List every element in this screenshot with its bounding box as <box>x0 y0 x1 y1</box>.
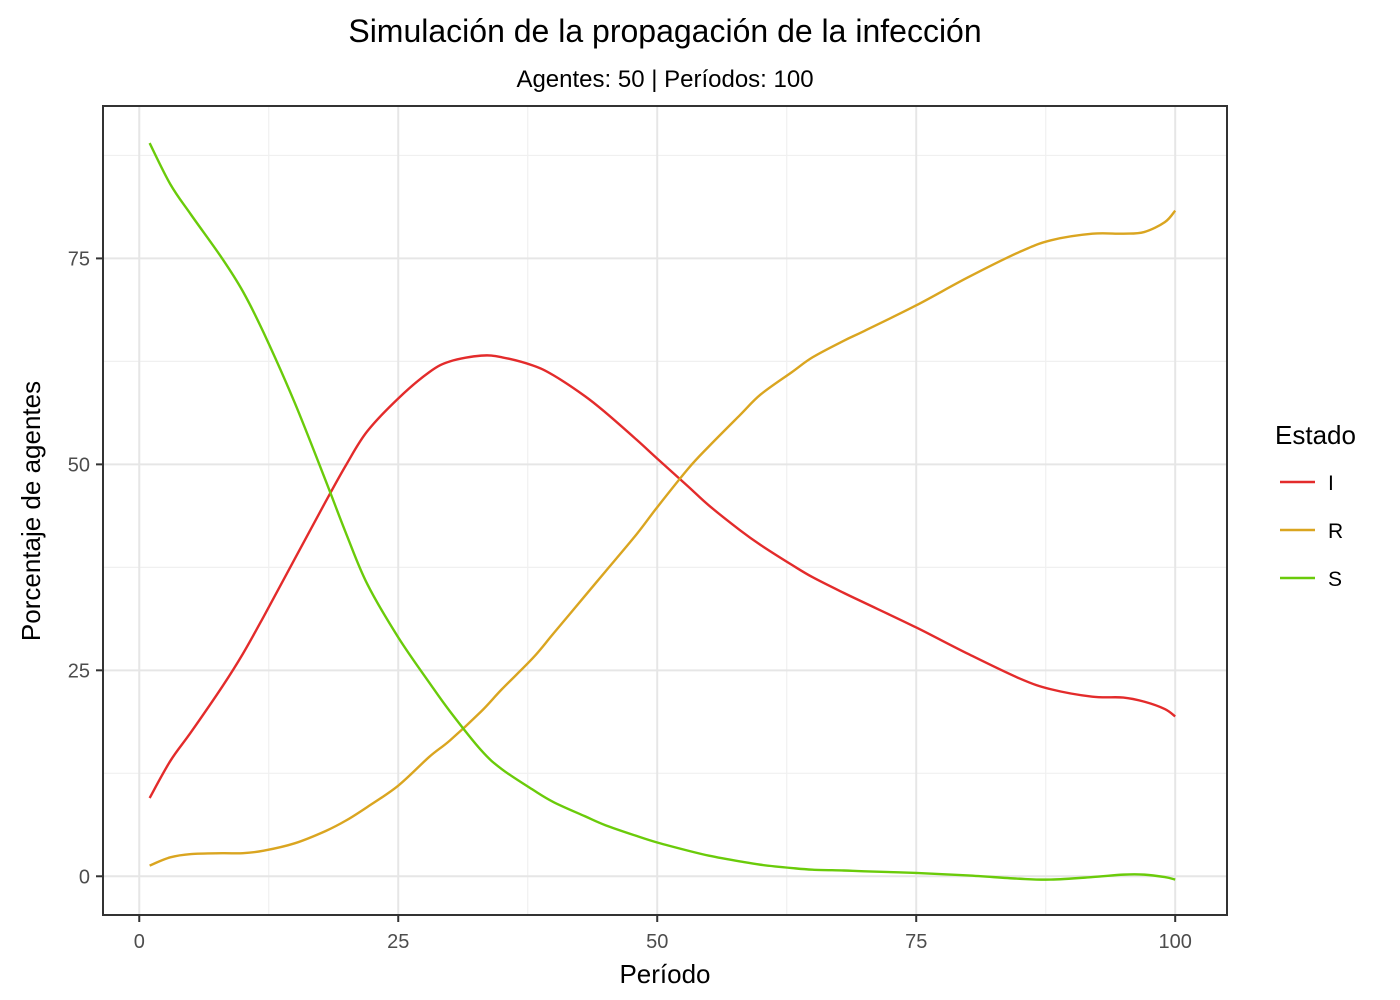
x-axis-title: Período <box>619 959 710 989</box>
legend-label-I: I <box>1328 472 1334 495</box>
x-tick-label: 25 <box>387 931 409 953</box>
x-tick-label: 75 <box>905 931 927 953</box>
series-lines <box>148 142 1177 881</box>
y-axis: 0 25 50 75 <box>68 248 103 888</box>
series-line-R <box>149 209 1177 867</box>
legend-title: Estado <box>1275 420 1356 450</box>
x-tick-label: 50 <box>646 931 668 953</box>
chart-subtitle: Agentes: 50 | Períodos: 100 <box>516 66 813 93</box>
x-tick-label: 100 <box>1159 931 1192 953</box>
y-tick-label: 75 <box>68 248 90 270</box>
x-tick-label: 0 <box>134 931 145 953</box>
plot-background <box>103 106 1227 915</box>
legend-label-S: S <box>1328 568 1342 591</box>
series-line-S <box>148 142 1176 881</box>
panel-frame <box>102 105 1228 916</box>
y-tick-label: 50 <box>68 454 90 476</box>
y-tick-label: 0 <box>79 866 90 888</box>
legend: Estado I R S <box>1275 420 1356 591</box>
series-line-I <box>148 354 1176 799</box>
y-tick-label: 25 <box>68 660 90 682</box>
plot-area <box>103 106 1227 915</box>
legend-label-R: R <box>1328 520 1343 543</box>
x-axis: 0 25 50 75 100 <box>134 915 1192 953</box>
panel-border <box>102 105 1228 916</box>
chart-title: Simulación de la propagación de la infec… <box>348 13 981 49</box>
y-axis-title: Porcentaje de agentes <box>16 381 46 641</box>
